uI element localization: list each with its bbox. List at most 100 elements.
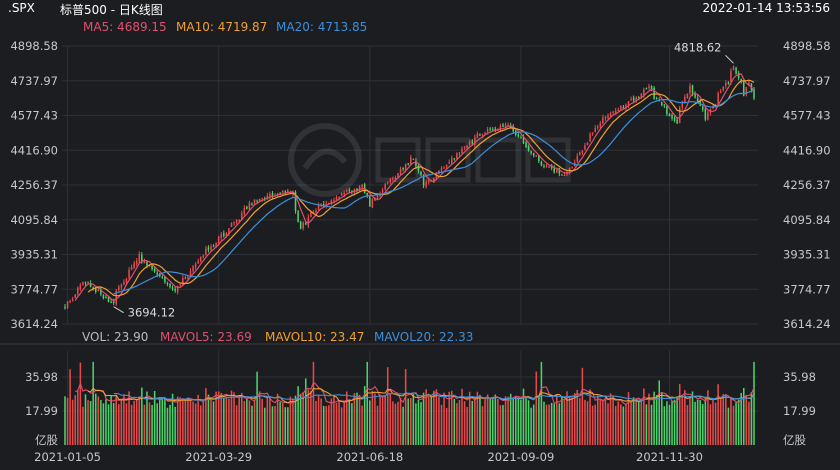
volume-bar bbox=[499, 405, 502, 445]
volume-bar bbox=[402, 406, 404, 445]
volume-bar bbox=[299, 395, 302, 445]
annotations-layer: 4818.62 3694.12 bbox=[113, 40, 734, 320]
volume-bars-layer bbox=[64, 361, 755, 445]
volume-bar bbox=[302, 392, 304, 445]
volume-bar bbox=[66, 397, 69, 445]
candle-body bbox=[499, 125, 502, 130]
candle-body bbox=[356, 188, 358, 191]
candle-body bbox=[258, 198, 261, 202]
candle-body bbox=[635, 97, 637, 102]
volume-bar bbox=[361, 405, 363, 445]
volume-bar bbox=[466, 406, 468, 445]
volume-bar bbox=[456, 403, 458, 445]
candle-body bbox=[402, 167, 404, 170]
ma5-legend: MA5: 4689.15 bbox=[83, 20, 167, 34]
candle-body bbox=[97, 289, 100, 292]
volume-bar bbox=[253, 399, 256, 445]
candle-body bbox=[707, 112, 709, 120]
volume-bar bbox=[484, 397, 486, 445]
volume-bar bbox=[297, 386, 299, 445]
volume-bar bbox=[535, 371, 538, 445]
volume-bar bbox=[648, 393, 650, 445]
volume-bar bbox=[182, 398, 184, 445]
volume-bar bbox=[399, 397, 402, 445]
volume-bar bbox=[381, 395, 384, 445]
volume-bar bbox=[504, 396, 507, 445]
volume-bar bbox=[71, 399, 74, 445]
volume-bar bbox=[392, 401, 394, 445]
candle-body bbox=[627, 101, 630, 107]
candle-body bbox=[622, 107, 625, 109]
volume-bar bbox=[581, 367, 584, 445]
candle-body bbox=[156, 272, 158, 275]
volume-bar bbox=[694, 401, 696, 445]
volume-bar bbox=[696, 399, 699, 445]
candle-body bbox=[579, 151, 581, 155]
candle-body bbox=[128, 269, 130, 278]
candle-body bbox=[223, 233, 225, 236]
volume-bar bbox=[558, 403, 561, 445]
candle-body bbox=[333, 200, 335, 202]
ma20-line bbox=[113, 90, 755, 295]
candle-body bbox=[210, 246, 212, 251]
volume-bar bbox=[102, 403, 105, 445]
mavol10-legend: MAVOL10: 23.47 bbox=[265, 330, 365, 344]
candle-body bbox=[479, 134, 481, 136]
candle-body bbox=[141, 254, 143, 262]
candle-body bbox=[653, 87, 655, 99]
volume-bar bbox=[704, 399, 707, 445]
candle-body bbox=[143, 261, 146, 264]
candle-body bbox=[317, 204, 320, 210]
candle-body bbox=[525, 142, 527, 148]
candle-body bbox=[471, 140, 474, 144]
volume-bar bbox=[637, 401, 640, 445]
candle-body bbox=[604, 117, 607, 119]
candle-body bbox=[740, 79, 742, 82]
volume-bar bbox=[566, 391, 568, 445]
volume-bar bbox=[141, 387, 143, 445]
ma-lines-layer bbox=[74, 73, 755, 302]
volume-bar bbox=[133, 400, 135, 445]
volume-bar bbox=[138, 396, 141, 445]
mavol5-legend: MAVOL5: 23.69 bbox=[160, 330, 252, 344]
volume-bar bbox=[379, 394, 381, 445]
volume-bar bbox=[215, 391, 217, 445]
candle-body bbox=[535, 155, 538, 157]
candle-body bbox=[84, 282, 87, 284]
candle-body bbox=[522, 136, 525, 144]
volume-bar bbox=[159, 397, 161, 445]
volume-bar bbox=[512, 397, 515, 445]
candle-body bbox=[297, 210, 299, 222]
candle-body bbox=[315, 210, 317, 214]
candle-body bbox=[727, 82, 730, 84]
x-tick-label: 2021-09-09 bbox=[487, 450, 554, 464]
volume-bar bbox=[248, 400, 251, 445]
volume-bar bbox=[156, 403, 158, 445]
candle-body bbox=[171, 287, 174, 289]
volume-bar bbox=[620, 404, 622, 445]
volume-bar bbox=[502, 404, 504, 445]
candle-body bbox=[673, 117, 676, 121]
volume-bar bbox=[435, 389, 438, 445]
candle-body bbox=[289, 192, 292, 194]
volume-bar bbox=[579, 398, 581, 445]
volume-bar bbox=[678, 383, 681, 445]
volume-bar bbox=[281, 403, 284, 445]
volume-bar bbox=[602, 399, 604, 445]
candle-body bbox=[596, 126, 599, 129]
candle-body bbox=[310, 212, 312, 217]
candle-body bbox=[187, 276, 189, 279]
volume-bar bbox=[340, 407, 343, 445]
candle-body bbox=[422, 174, 425, 186]
volume-bar bbox=[538, 395, 540, 445]
volume-bar bbox=[328, 405, 330, 445]
candle-body bbox=[230, 222, 233, 228]
candle-body bbox=[476, 134, 479, 138]
candle-body bbox=[194, 264, 197, 268]
volume-bar bbox=[171, 393, 174, 445]
candle-body bbox=[271, 193, 274, 197]
mavol20-line bbox=[113, 392, 755, 401]
candle-body bbox=[110, 302, 112, 304]
candle-body bbox=[369, 196, 371, 207]
